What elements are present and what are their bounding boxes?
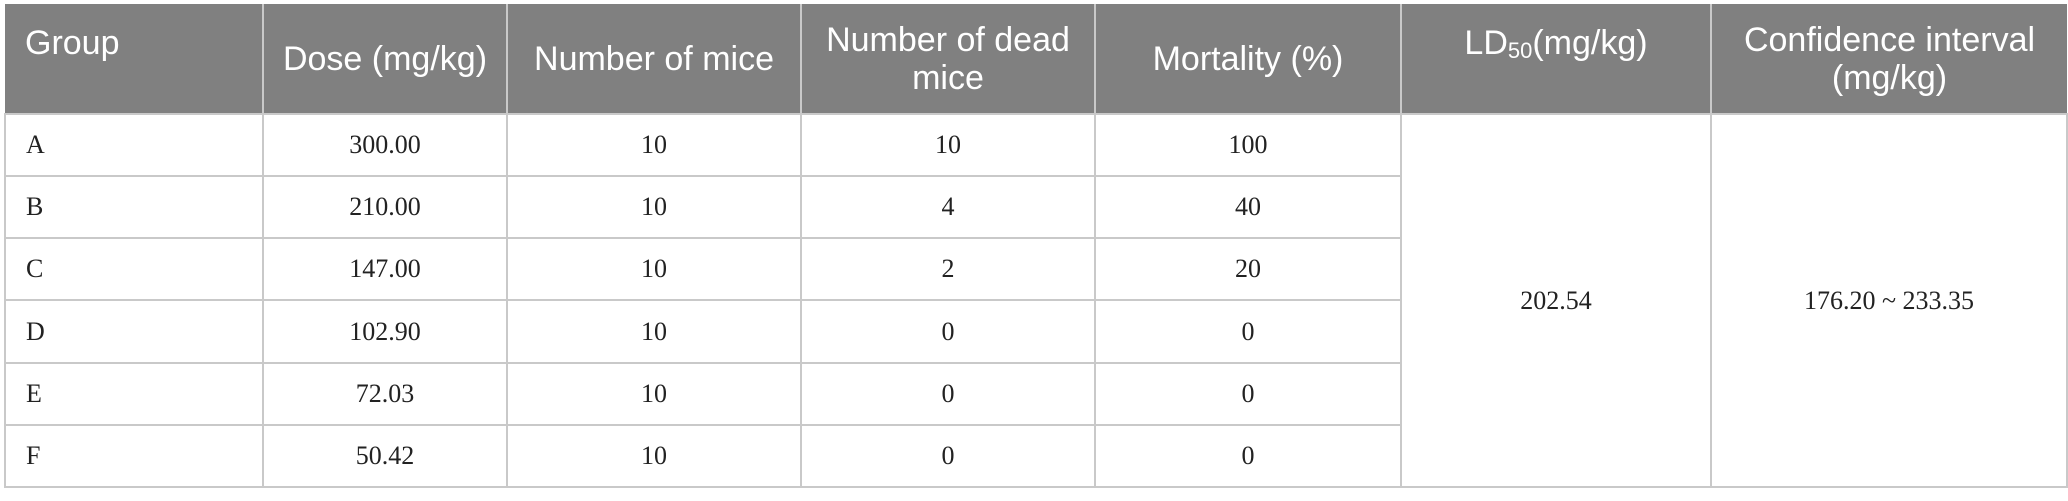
ld50-prefix: LD: [1464, 24, 1508, 62]
cell-mortality: 100: [1094, 112, 1402, 178]
header-ld50: LD50(mg/kg): [1400, 4, 1711, 114]
cell-group: B: [4, 175, 264, 240]
cell-dose: 102.90: [262, 299, 508, 364]
cell-mice: 10: [506, 423, 802, 489]
cell-mice: 10: [506, 361, 802, 426]
cell-mortality: 0: [1094, 361, 1402, 426]
table-header: Group Dose (mg/kg) Number of mice Number…: [5, 4, 2067, 114]
cell-dead: 0: [800, 299, 1096, 364]
table-row: B 210.00 10 4 40: [4, 175, 2067, 240]
cell-group: A: [4, 112, 264, 178]
cell-dose: 72.03: [262, 361, 508, 426]
cell-mortality: 20: [1094, 237, 1402, 302]
cell-dead: 4: [800, 175, 1096, 240]
cell-dead: 0: [800, 423, 1096, 489]
cell-ld50-value: 202.54: [1400, 113, 1712, 488]
cell-dose: 147.00: [262, 237, 508, 302]
header-group: Group: [5, 4, 263, 114]
table-body: A 300.00 10 10 100 202.54 176.20 ~ 233.3…: [4, 112, 2068, 489]
ld50-subscript: 50: [1507, 38, 1533, 63]
cell-dose: 300.00: [262, 112, 508, 178]
cell-group: D: [4, 299, 264, 364]
header-dose: Dose (mg/kg): [262, 4, 507, 114]
cell-mortality: 0: [1094, 299, 1402, 364]
ld50-results-table: Group Dose (mg/kg) Number of mice Number…: [4, 4, 2068, 489]
cell-dose: 210.00: [262, 175, 508, 240]
cell-dead: 10: [800, 112, 1096, 178]
table-row: C 147.00 10 2 20: [4, 237, 2067, 302]
table-row: D 102.90 10 0 0: [4, 299, 2067, 364]
header-row: Group Dose (mg/kg) Number of mice Number…: [5, 4, 2067, 114]
cell-confidence-interval-value: 176.20 ~ 233.35: [1710, 113, 2068, 488]
cell-dead: 2: [800, 237, 1096, 302]
cell-mice: 10: [506, 299, 802, 364]
cell-mortality: 0: [1094, 423, 1402, 489]
table-row: A 300.00 10 10 100 202.54 176.20 ~ 233.3…: [4, 112, 2068, 488]
header-mortality: Mortality (%): [1094, 4, 1401, 114]
cell-dose: 50.42: [262, 423, 508, 489]
header-number-of-dead-mice: Number of dead mice: [800, 4, 1095, 114]
table-row: E 72.03 10 0 0: [4, 361, 2067, 426]
cell-mortality: 40: [1094, 175, 1402, 240]
cell-group: F: [4, 423, 264, 489]
cell-dead: 0: [800, 361, 1096, 426]
cell-group: E: [4, 361, 264, 426]
cell-mice: 10: [506, 237, 802, 302]
ld50-suffix: (mg/kg): [1532, 24, 1648, 62]
header-confidence-interval: Confidence interval (mg/kg): [1710, 4, 2067, 114]
cell-mice: 10: [506, 175, 802, 240]
header-number-of-mice: Number of mice: [506, 4, 801, 114]
table-row: F 50.42 10 0 0: [4, 423, 2067, 489]
cell-group: C: [4, 237, 264, 302]
cell-mice: 10: [506, 112, 802, 178]
